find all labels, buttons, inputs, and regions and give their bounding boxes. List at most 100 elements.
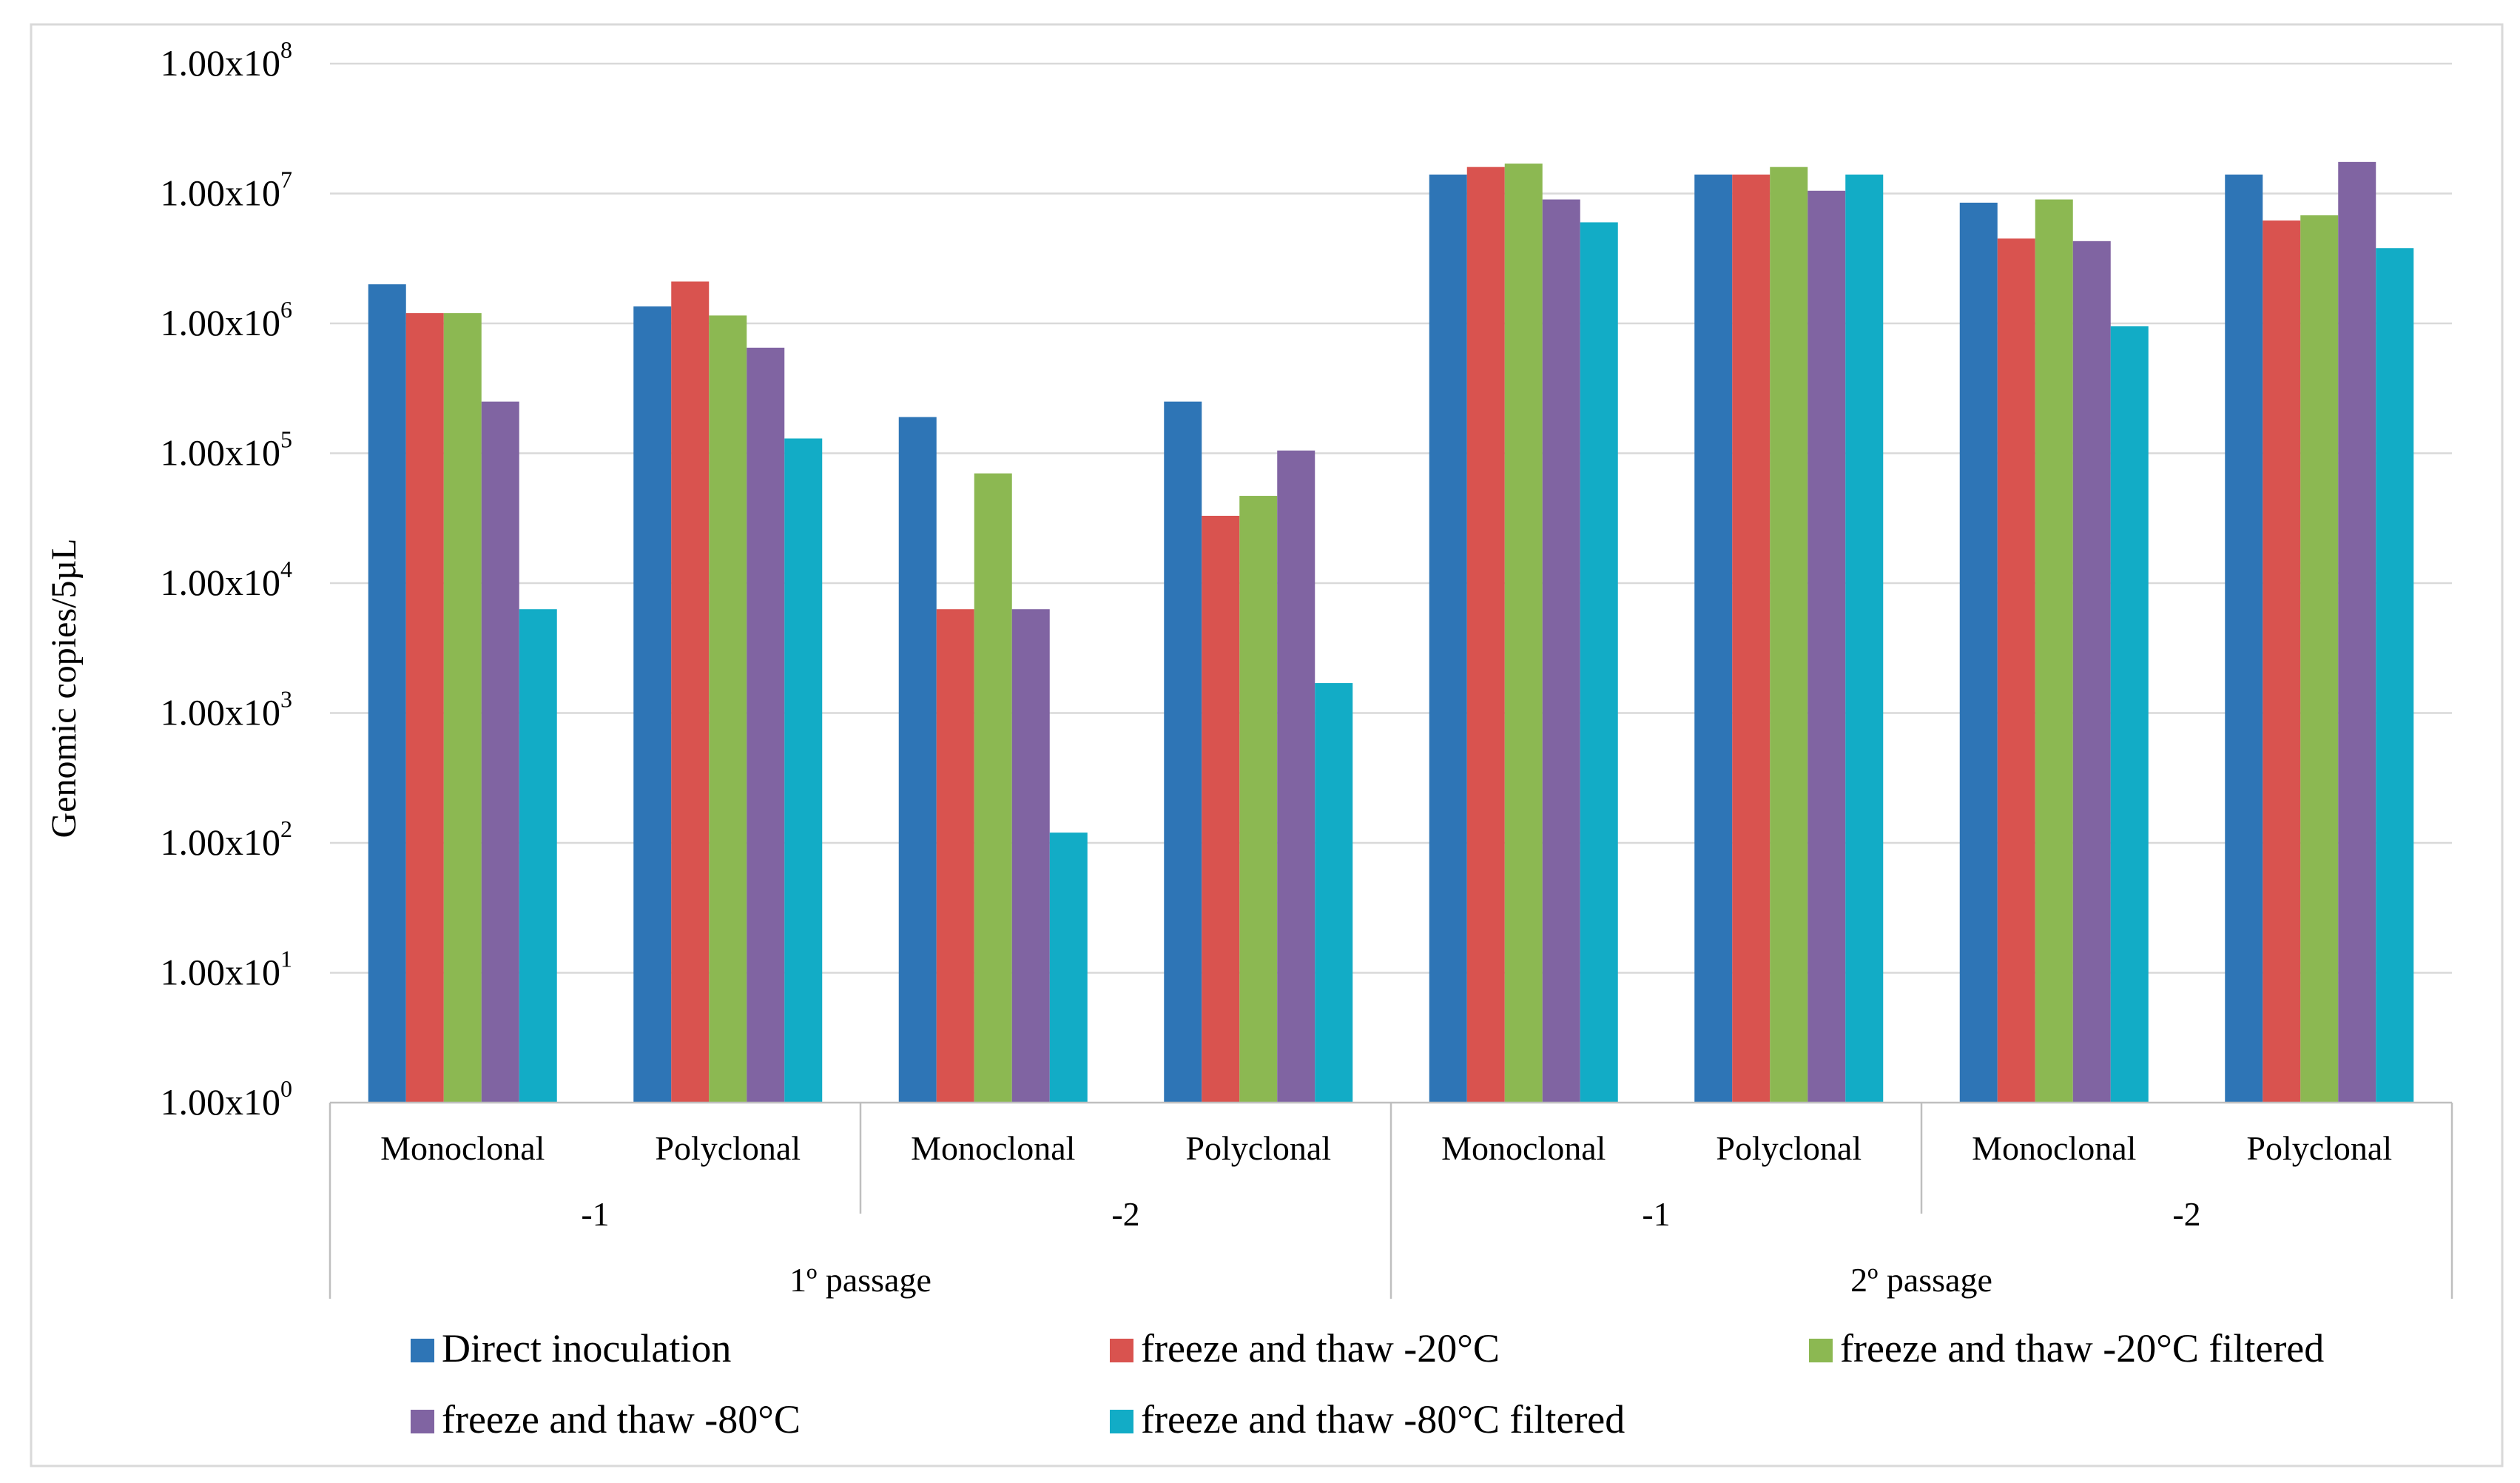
bar xyxy=(2263,220,2301,1103)
y-tick-mantissa: 1.00x10 xyxy=(161,692,281,733)
y-tick-exponent: 2 xyxy=(280,816,292,842)
legend-item: freeze and thaw -20°C filtered xyxy=(1809,1326,2324,1371)
y-tick-exponent: 5 xyxy=(280,426,292,453)
bar xyxy=(1732,174,1771,1103)
bar xyxy=(2072,241,2111,1103)
bar xyxy=(1542,199,1580,1103)
legend-item: Direct inoculation xyxy=(411,1326,731,1371)
x-tick-label: Monoclonal xyxy=(911,1129,1075,1167)
x-tick-label: Monoclonal xyxy=(1441,1129,1606,1167)
bar xyxy=(974,473,1012,1103)
x-subgroup-label: -2 xyxy=(2172,1195,2200,1233)
legend-label: freeze and thaw -80°C xyxy=(442,1397,801,1442)
legend-label: freeze and thaw -20°C filtered xyxy=(1840,1326,2324,1371)
x-axis: Monoclonal Polyclonal Monoclonal Polyclonal… xyxy=(329,1101,2453,1299)
bar xyxy=(2110,326,2149,1103)
bar xyxy=(443,313,482,1103)
bar xyxy=(1808,190,1846,1103)
bar xyxy=(2338,161,2376,1103)
bar xyxy=(1164,401,1202,1103)
y-tick-label: 1.00x105 xyxy=(161,426,293,474)
y-tick-label: 1.00x104 xyxy=(161,556,293,603)
bar xyxy=(784,438,823,1103)
legend-label: Direct inoculation xyxy=(442,1326,731,1371)
bar xyxy=(1580,222,1618,1103)
x-subgroup-label: -2 xyxy=(1111,1195,1139,1233)
y-tick-mantissa: 1.00x10 xyxy=(161,172,281,214)
bar xyxy=(1315,683,1353,1103)
y-tick-label: 1.00x102 xyxy=(161,816,293,863)
y-tick-mantissa: 1.00x10 xyxy=(161,821,281,863)
y-tick-mantissa: 1.00x10 xyxy=(161,42,281,84)
bar xyxy=(1959,202,1998,1103)
y-tick-label: 1.00x106 xyxy=(161,296,293,343)
y-tick-exponent: 3 xyxy=(280,686,292,713)
y-tick-exponent: 6 xyxy=(280,296,292,323)
bar xyxy=(1049,833,1088,1103)
x-tick-label: Polyclonal xyxy=(1716,1129,1862,1167)
bar xyxy=(936,609,974,1103)
bar xyxy=(671,281,710,1103)
bar xyxy=(2035,199,2073,1103)
x-tick-label: Monoclonal xyxy=(380,1129,545,1167)
bar xyxy=(1466,167,1505,1103)
y-axis-ticks: 1.00x1001.00x1011.00x1021.00x1031.00x104… xyxy=(161,36,293,1123)
x-group-label: 2º passage xyxy=(1850,1261,1992,1299)
y-tick-exponent: 8 xyxy=(280,36,292,63)
y-tick-label: 1.00x107 xyxy=(161,167,293,214)
bar xyxy=(1997,238,2035,1103)
x-subgroup-label: -1 xyxy=(581,1195,609,1233)
bar xyxy=(1694,174,1733,1103)
y-tick-label: 1.00x103 xyxy=(161,686,293,733)
y-tick-mantissa: 1.00x10 xyxy=(161,432,281,474)
legend-label: freeze and thaw -20°C xyxy=(1141,1326,1500,1371)
bar xyxy=(1202,516,1240,1103)
x-group-label: 1º passage xyxy=(789,1261,931,1299)
bar xyxy=(405,313,444,1103)
y-tick-mantissa: 1.00x10 xyxy=(161,1081,281,1123)
bar xyxy=(2376,248,2414,1103)
y-tick-mantissa: 1.00x10 xyxy=(161,302,281,343)
y-tick-label: 1.00x100 xyxy=(161,1075,293,1123)
bar xyxy=(481,401,519,1103)
bar xyxy=(1845,174,1884,1103)
legend-item: freeze and thaw -20°C xyxy=(1110,1326,1500,1371)
bar xyxy=(1504,164,1543,1103)
bar xyxy=(519,609,557,1103)
legend-swatch xyxy=(1809,1339,1833,1362)
y-tick-label: 1.00x101 xyxy=(161,946,293,993)
legend-swatch xyxy=(1110,1410,1133,1433)
bar xyxy=(747,347,785,1103)
legend-label: freeze and thaw -80°C filtered xyxy=(1141,1397,1625,1442)
legend-item: freeze and thaw -80°C xyxy=(411,1397,801,1442)
legend-swatch xyxy=(411,1410,434,1433)
bar xyxy=(1770,167,1808,1103)
y-tick-exponent: 0 xyxy=(280,1075,292,1102)
legend: Direct inoculation freeze and thaw -20°C f… xyxy=(411,1326,2324,1442)
bar xyxy=(368,284,406,1103)
bar xyxy=(1429,174,1467,1103)
legend-swatch xyxy=(411,1339,434,1362)
x-tick-label: Polyclonal xyxy=(1185,1129,1331,1167)
y-tick-mantissa: 1.00x10 xyxy=(161,952,281,993)
bar xyxy=(2300,215,2339,1103)
y-tick-exponent: 1 xyxy=(280,946,292,972)
y-tick-label: 1.00x108 xyxy=(161,36,293,84)
bar xyxy=(709,315,747,1103)
y-axis-label: Genomic copies/5µL xyxy=(44,539,84,838)
x-tick-label: Polyclonal xyxy=(2246,1129,2392,1167)
legend-item: freeze and thaw -80°C filtered xyxy=(1110,1397,1625,1442)
y-tick-exponent: 7 xyxy=(280,167,292,193)
bar xyxy=(1239,496,1278,1103)
bar xyxy=(633,306,672,1103)
y-tick-mantissa: 1.00x10 xyxy=(161,562,281,603)
y-tick-exponent: 4 xyxy=(280,556,292,582)
legend-swatch xyxy=(1110,1339,1133,1362)
bar xyxy=(898,417,937,1103)
x-subgroup-label: -1 xyxy=(1642,1195,1670,1233)
bar xyxy=(1011,609,1050,1103)
bar xyxy=(1277,450,1315,1103)
bar xyxy=(2225,174,2263,1103)
x-tick-label: Monoclonal xyxy=(1972,1129,2136,1167)
bars xyxy=(368,161,2414,1103)
